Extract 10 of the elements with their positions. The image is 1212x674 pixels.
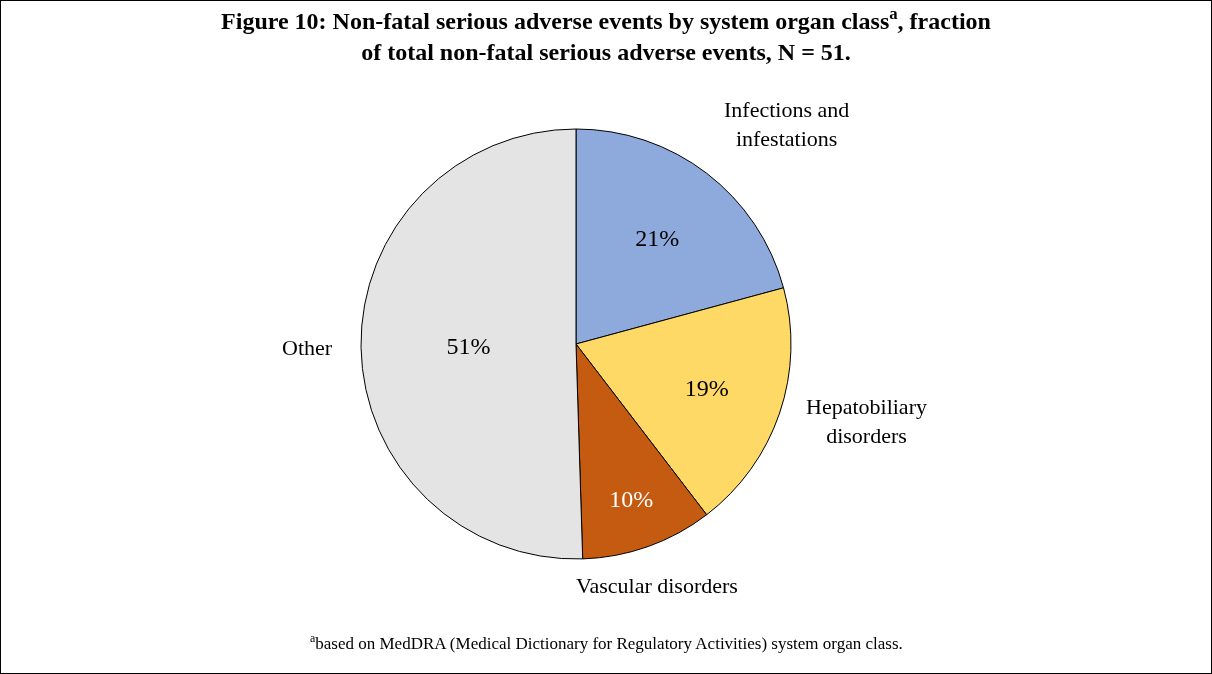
data-label: 21% [635,224,680,251]
slice-label: Other [282,335,333,360]
text: $^{a}$based on MedDRA (Medical Dictionary for Regulatory Activities) system organ class. [310,631,903,654]
data-label: 10% [609,486,654,513]
chart-title: Figure 10: Non-fatal serious adverse events by system organ class$^{a}$, fraction of total non-fatal serious adverse events, N = 51. [221,3,991,66]
data-label: 51% [446,332,491,359]
slice-label: Vascular disorders [576,573,738,598]
slice-label: Infections and infestations [724,97,850,151]
data-label: 19% [684,375,729,402]
slice-label: Hepatobiliary disorders [806,394,927,448]
